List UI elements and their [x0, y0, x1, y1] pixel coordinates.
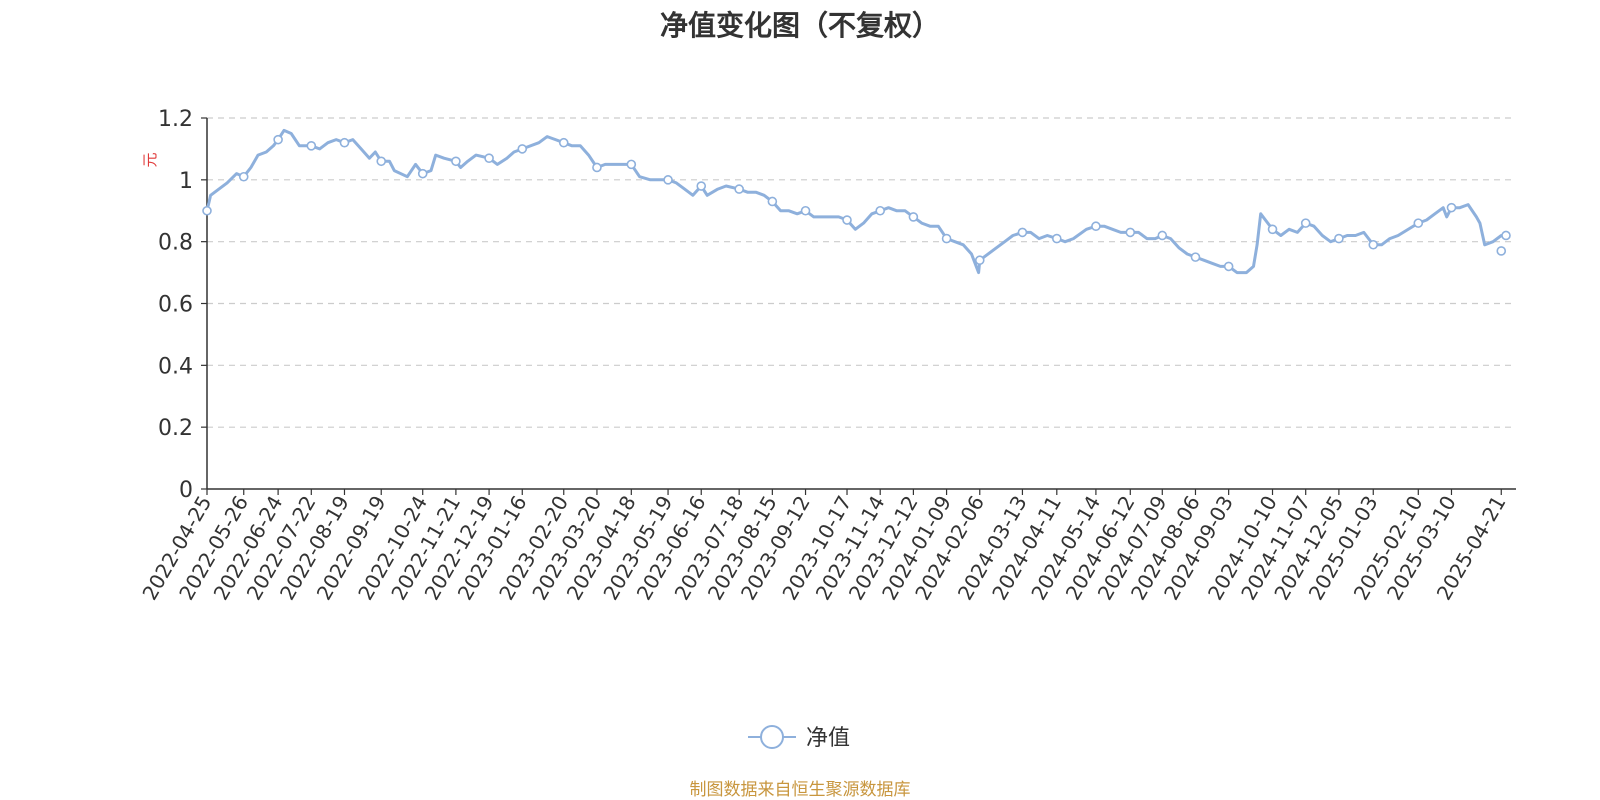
y-tick-label: 0.8	[158, 231, 193, 256]
y-tick-label: 0	[179, 478, 193, 503]
data-point	[696, 181, 707, 191]
source-note: 制图数据来自恒生聚源数据库	[689, 780, 911, 800]
data-point	[273, 134, 283, 145]
data-point	[1125, 227, 1136, 238]
data-point	[1190, 252, 1201, 262]
data-point	[202, 205, 212, 216]
data-point	[1157, 230, 1168, 241]
data-point	[1267, 224, 1278, 235]
data-point	[1052, 233, 1062, 244]
y-tick-label: 0.2	[158, 416, 193, 441]
legend-marker-icon	[760, 725, 784, 749]
data-point	[767, 196, 778, 207]
y-tick-label: 1	[179, 169, 193, 194]
data-point	[1501, 230, 1511, 241]
data-point	[451, 156, 461, 167]
data-point	[1368, 239, 1379, 250]
chart-title: 净值变化图（不复权）	[659, 9, 940, 42]
data-point	[663, 175, 673, 185]
data-point	[1300, 218, 1311, 228]
data-point	[1496, 246, 1507, 256]
data-point	[974, 255, 985, 266]
data-point	[941, 233, 952, 244]
y-tick-label: 1.2	[158, 107, 193, 132]
data-point	[417, 168, 428, 179]
data-point	[1446, 202, 1457, 213]
series-line	[205, 128, 1506, 275]
y-ticks: 0 0.2 0.4 0.6 0.8 1 1.2	[158, 107, 207, 503]
x-ticks: 2022-04-252022-05-262022-06-242022-07-22…	[137, 489, 1511, 604]
data-point	[1223, 261, 1234, 272]
legend-label: 净值	[806, 726, 850, 751]
data-point	[339, 137, 350, 148]
data-point	[306, 141, 317, 151]
data-point	[558, 137, 569, 148]
y-axis-label: 元	[141, 152, 159, 167]
series-净值	[202, 128, 1511, 275]
data-point	[517, 144, 528, 154]
data-point	[1334, 233, 1344, 244]
data-point	[875, 205, 886, 216]
data-point	[842, 215, 852, 225]
data-point	[800, 205, 811, 216]
data-point	[1091, 221, 1101, 232]
y-tick-label: 0.6	[158, 293, 193, 318]
legend[interactable]: 净值	[748, 725, 850, 751]
data-point	[484, 153, 494, 163]
data-point	[626, 159, 637, 170]
data-point	[592, 162, 602, 173]
grid-lines	[207, 117, 1516, 428]
data-point	[238, 171, 249, 182]
data-point	[734, 184, 744, 194]
data-point	[1017, 227, 1028, 238]
y-tick-label: 0.4	[158, 354, 193, 379]
data-point	[376, 156, 387, 167]
data-point	[1413, 218, 1424, 228]
data-point	[908, 212, 919, 222]
